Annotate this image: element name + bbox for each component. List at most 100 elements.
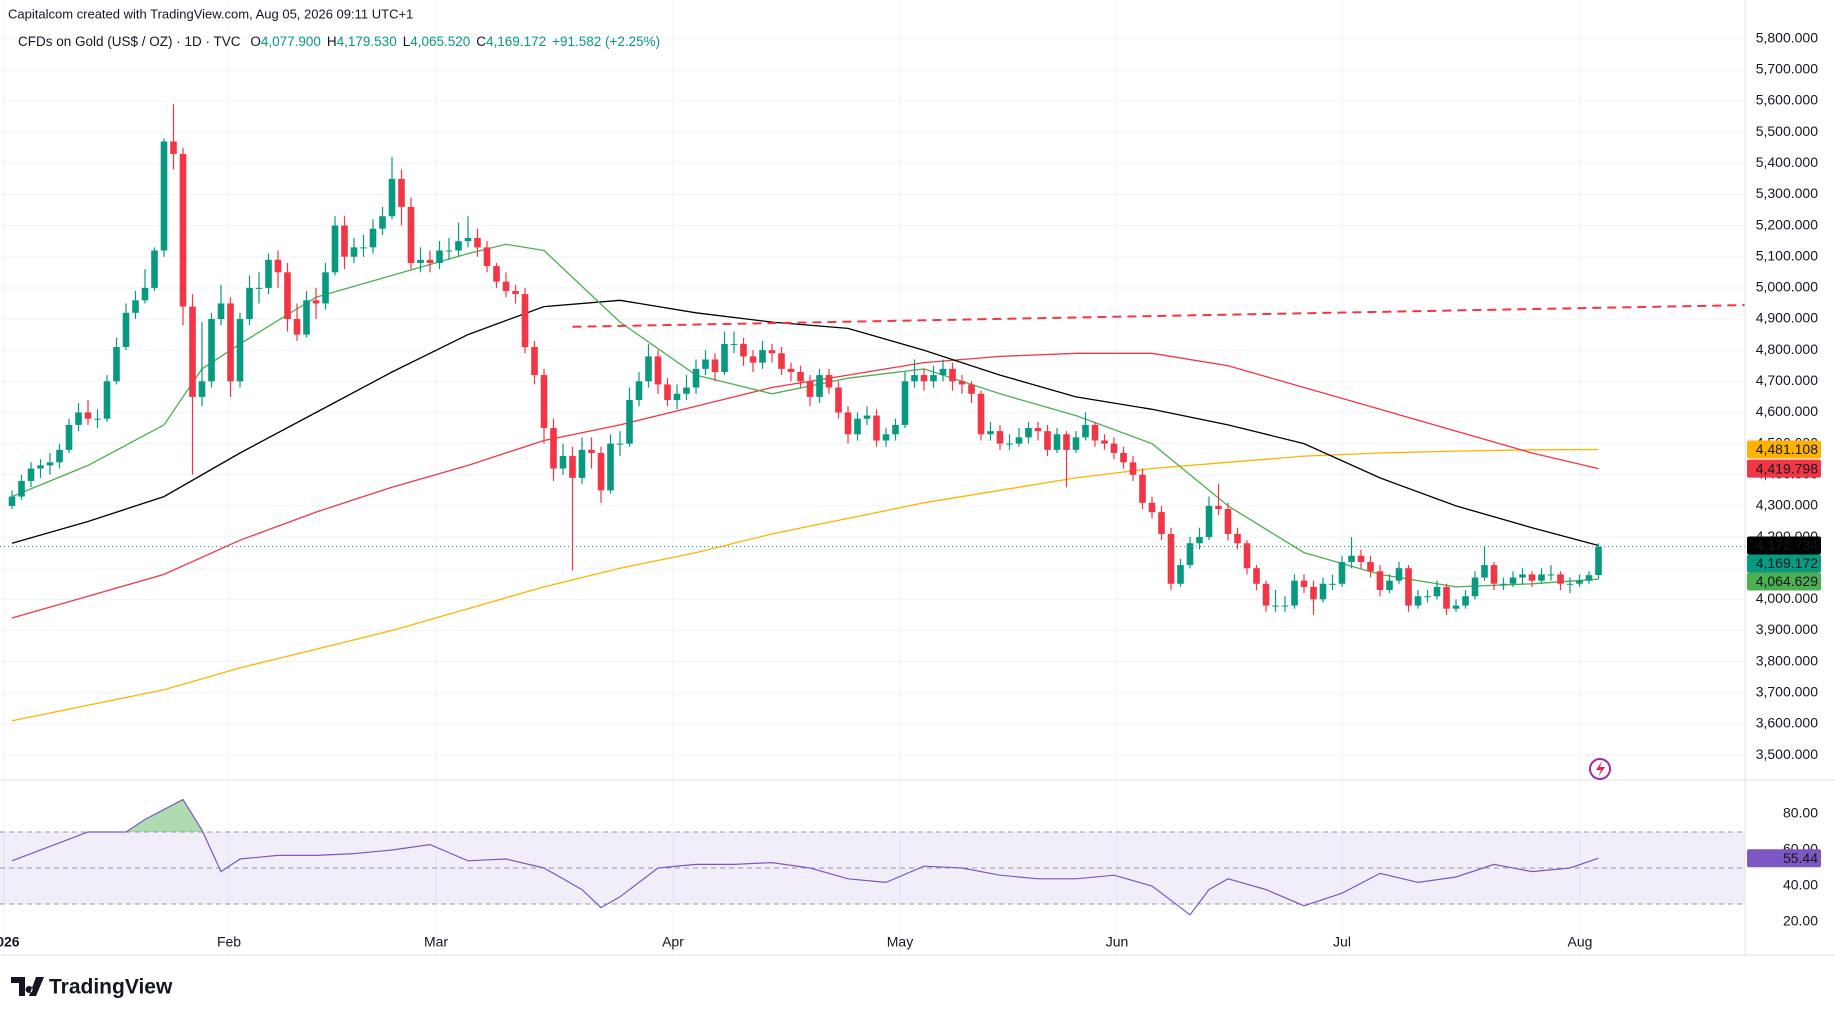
x-tick-label: May bbox=[887, 934, 913, 950]
candle-body bbox=[1053, 434, 1061, 450]
price-pane bbox=[0, 104, 1745, 722]
legend-value: 4,065.520 bbox=[410, 34, 470, 49]
candle-body bbox=[141, 287, 149, 301]
candle-body bbox=[721, 343, 728, 372]
candle-body bbox=[246, 287, 253, 320]
candle-body bbox=[1177, 565, 1184, 584]
candle-body bbox=[1129, 462, 1137, 475]
candle-body bbox=[968, 384, 975, 394]
candle-body bbox=[303, 300, 310, 335]
candle-body bbox=[1433, 586, 1441, 597]
candle-body bbox=[1367, 561, 1374, 572]
candle-body bbox=[550, 428, 557, 469]
candle-body bbox=[474, 238, 481, 248]
candle-body bbox=[559, 456, 567, 469]
candle-body bbox=[692, 368, 700, 388]
y-tick-label: 5,400.000 bbox=[1756, 154, 1818, 170]
candle-body bbox=[920, 375, 928, 382]
candle-body bbox=[398, 178, 405, 207]
legend-key: L bbox=[403, 34, 411, 49]
candle-body bbox=[702, 359, 709, 369]
candle-body bbox=[1063, 434, 1070, 450]
y-tick-label: 5,800.000 bbox=[1756, 29, 1818, 45]
candle-body bbox=[616, 443, 624, 445]
candle-body bbox=[445, 250, 453, 252]
y-tick-label: 3,500.000 bbox=[1756, 746, 1818, 762]
candle-body bbox=[502, 281, 510, 291]
candle-body bbox=[293, 319, 301, 335]
candle-body bbox=[607, 443, 614, 491]
candle-body bbox=[844, 412, 852, 435]
price-badge bbox=[1747, 459, 1821, 478]
candle-body bbox=[892, 424, 899, 435]
y-tick-label: 5,300.000 bbox=[1756, 185, 1818, 201]
x-tick-label: Mar bbox=[424, 934, 448, 950]
candle-body bbox=[1205, 505, 1213, 538]
candle-body bbox=[8, 496, 16, 506]
legend-value: 4,077.900 bbox=[261, 34, 321, 49]
candle-body bbox=[1443, 586, 1450, 609]
candle-body bbox=[1462, 596, 1469, 606]
candle-body bbox=[806, 381, 814, 397]
candle-body bbox=[863, 415, 871, 419]
candle-body bbox=[455, 241, 462, 251]
legend-value: 4,169.172 bbox=[486, 34, 546, 49]
price-badge bbox=[1747, 440, 1821, 459]
candle-body bbox=[1329, 583, 1336, 585]
candle-body bbox=[341, 225, 348, 257]
candle-body bbox=[360, 247, 367, 249]
candle-body bbox=[1557, 574, 1564, 584]
candle-body bbox=[1405, 568, 1412, 606]
candle-body bbox=[122, 312, 130, 348]
candle-body bbox=[835, 387, 842, 413]
y-tick-label: 3,900.000 bbox=[1756, 621, 1818, 637]
symbol: CFDs on Gold (US$ / OZ) · 1D · TVC bbox=[18, 34, 241, 49]
candle-body bbox=[37, 465, 44, 469]
y-tick-label: 5,000.000 bbox=[1756, 279, 1818, 295]
legend-key: O bbox=[250, 34, 261, 49]
candle-body bbox=[901, 381, 909, 425]
candle-body bbox=[1310, 586, 1317, 600]
candle-body bbox=[350, 247, 358, 257]
candle-body bbox=[958, 381, 966, 385]
candle-body bbox=[1148, 502, 1156, 513]
candle-body bbox=[711, 359, 719, 372]
legend: CFDs on Gold (US$ / OZ) · 1D · TVC O4,07… bbox=[18, 34, 660, 49]
candle-body bbox=[1566, 583, 1574, 585]
candle-body bbox=[312, 300, 320, 304]
candle-body bbox=[1025, 428, 1032, 438]
alert-icon[interactable] bbox=[1589, 758, 1611, 780]
candle-body bbox=[664, 384, 671, 400]
candle-body bbox=[46, 462, 54, 466]
candle-body bbox=[18, 480, 25, 497]
candle-body bbox=[1272, 605, 1279, 607]
candle-body bbox=[1547, 574, 1555, 576]
candle-body bbox=[493, 266, 500, 282]
candle-body bbox=[512, 290, 519, 295]
price-badge bbox=[1747, 554, 1821, 573]
candle-body bbox=[1015, 437, 1023, 444]
candle-body bbox=[1139, 474, 1146, 503]
moving-average bbox=[11, 352, 1599, 619]
candle-body bbox=[740, 343, 747, 357]
y-tick-label: 3,700.000 bbox=[1756, 683, 1818, 699]
candle-body bbox=[65, 424, 73, 450]
candle-body bbox=[949, 368, 956, 382]
price-badge-label: 4,419.798 bbox=[1756, 460, 1818, 476]
logo[interactable]: TradingView bbox=[11, 976, 173, 999]
y-tick-label: 5,500.000 bbox=[1756, 123, 1818, 139]
candle-body bbox=[208, 319, 215, 382]
candle-body bbox=[1414, 596, 1422, 606]
moving-average bbox=[11, 299, 1599, 547]
candle-body bbox=[1528, 574, 1536, 581]
legend-change: +91.582 (+2.25%) bbox=[552, 34, 660, 49]
candle-body bbox=[1386, 580, 1393, 590]
candle-body bbox=[84, 412, 92, 419]
y-tick-label: 5,100.000 bbox=[1756, 247, 1818, 263]
candle-body bbox=[1044, 431, 1051, 450]
candle-body bbox=[1471, 577, 1479, 597]
candle-body bbox=[27, 468, 35, 481]
price-badge-label: 4,172.734 bbox=[1756, 537, 1818, 553]
candle-body bbox=[1348, 555, 1355, 562]
